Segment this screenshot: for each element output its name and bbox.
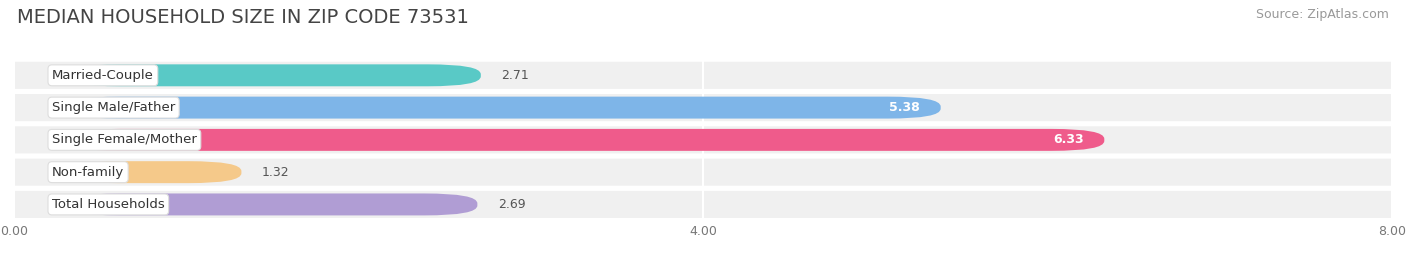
FancyBboxPatch shape bbox=[66, 129, 1104, 151]
FancyBboxPatch shape bbox=[14, 191, 1392, 218]
Text: Total Households: Total Households bbox=[52, 198, 165, 211]
Text: 2.71: 2.71 bbox=[502, 69, 529, 82]
FancyBboxPatch shape bbox=[14, 62, 1392, 89]
FancyBboxPatch shape bbox=[14, 94, 1392, 121]
Text: 2.69: 2.69 bbox=[498, 198, 526, 211]
Text: MEDIAN HOUSEHOLD SIZE IN ZIP CODE 73531: MEDIAN HOUSEHOLD SIZE IN ZIP CODE 73531 bbox=[17, 8, 468, 27]
Text: 1.32: 1.32 bbox=[262, 166, 290, 179]
FancyBboxPatch shape bbox=[66, 97, 941, 119]
FancyBboxPatch shape bbox=[66, 193, 478, 215]
FancyBboxPatch shape bbox=[66, 161, 242, 183]
Text: Non-family: Non-family bbox=[52, 166, 124, 179]
FancyBboxPatch shape bbox=[14, 126, 1392, 153]
FancyBboxPatch shape bbox=[14, 159, 1392, 186]
Text: Married-Couple: Married-Couple bbox=[52, 69, 153, 82]
Text: Source: ZipAtlas.com: Source: ZipAtlas.com bbox=[1256, 8, 1389, 21]
Text: 5.38: 5.38 bbox=[889, 101, 920, 114]
FancyBboxPatch shape bbox=[66, 64, 481, 86]
Text: 6.33: 6.33 bbox=[1053, 133, 1084, 146]
Text: Single Male/Father: Single Male/Father bbox=[52, 101, 176, 114]
Text: Single Female/Mother: Single Female/Mother bbox=[52, 133, 197, 146]
